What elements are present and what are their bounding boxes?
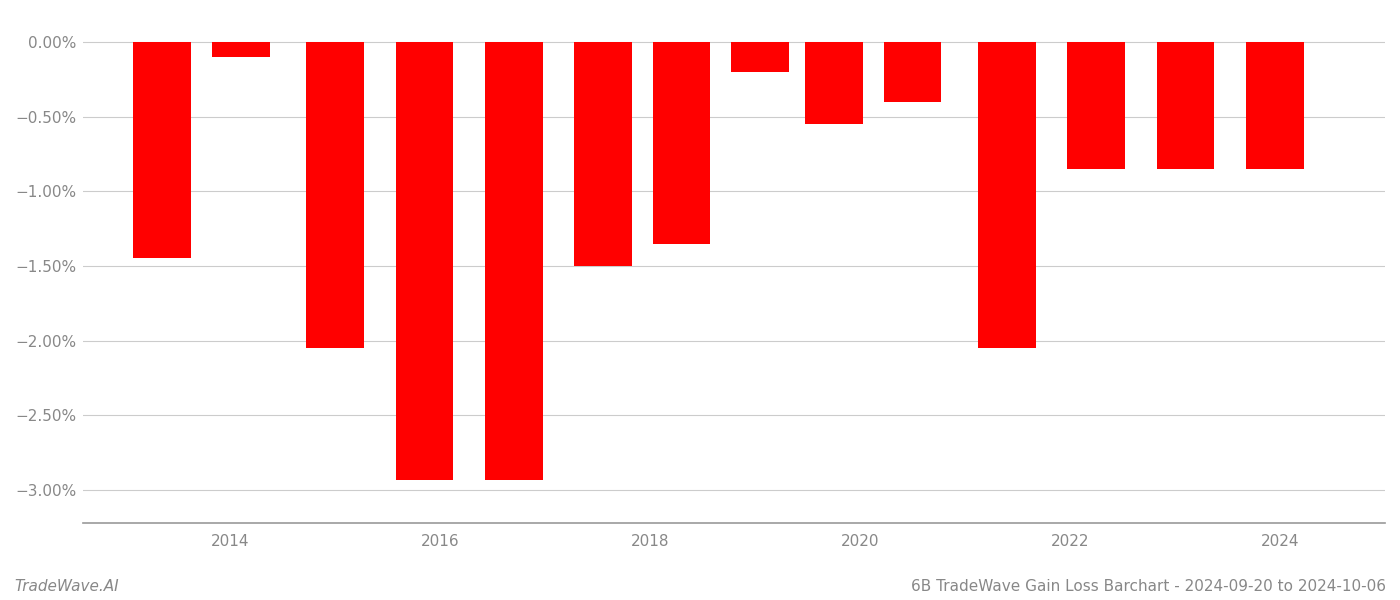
Bar xyxy=(1246,42,1303,169)
Bar xyxy=(574,42,631,266)
Text: 6B TradeWave Gain Loss Barchart - 2024-09-20 to 2024-10-06: 6B TradeWave Gain Loss Barchart - 2024-0… xyxy=(911,579,1386,594)
Bar xyxy=(731,42,790,72)
Bar xyxy=(652,42,710,244)
Text: TradeWave.AI: TradeWave.AI xyxy=(14,579,119,594)
Bar xyxy=(211,42,270,57)
Bar xyxy=(1156,42,1214,169)
Bar xyxy=(484,42,543,479)
Bar xyxy=(1067,42,1126,169)
Bar xyxy=(307,42,364,348)
Bar xyxy=(396,42,454,479)
Bar xyxy=(979,42,1036,348)
Bar xyxy=(133,42,190,259)
Bar xyxy=(883,42,941,101)
Bar xyxy=(805,42,862,124)
